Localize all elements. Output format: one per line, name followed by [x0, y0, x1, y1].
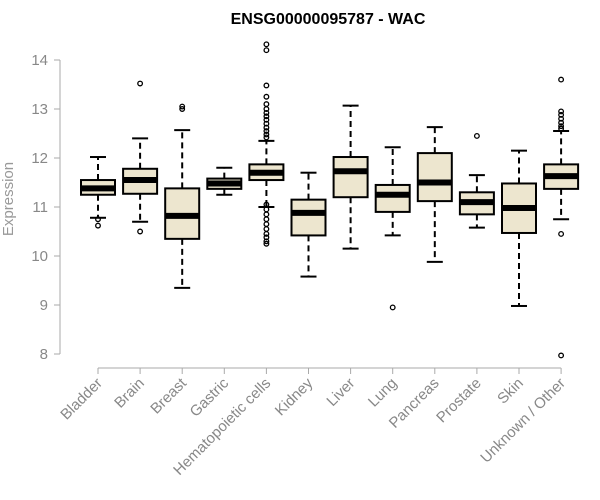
outlier-point [558, 230, 565, 237]
outlier-point [558, 76, 565, 83]
outlier-point [95, 222, 101, 229]
outlier-point [263, 134, 270, 141]
category-label: Skin [494, 375, 527, 408]
outlier-point [263, 120, 270, 127]
outlier-point [179, 106, 186, 112]
box-brain [122, 80, 159, 235]
outlier-point [263, 109, 270, 116]
y-axis-title: Expression [0, 162, 17, 236]
category-label: Kidney [272, 374, 317, 419]
outlier-point [263, 238, 270, 245]
outlier-point [558, 115, 565, 122]
outlier-point [95, 216, 101, 223]
category-label: Liver [323, 375, 358, 410]
y-tick-label: 10 [31, 248, 48, 265]
outlier-point [263, 211, 270, 218]
outlier-point [263, 116, 270, 123]
outlier-point [179, 103, 186, 110]
outlier-point [263, 226, 270, 232]
outlier-point [263, 113, 270, 120]
outlier-point [137, 80, 144, 87]
box-bladder [80, 156, 116, 229]
y-tick-label: 8 [40, 346, 48, 363]
box-kidney [290, 171, 327, 278]
iqr-box [332, 156, 369, 199]
outlier-point [137, 228, 144, 235]
iqr-box [416, 152, 453, 203]
box-skin [501, 149, 537, 307]
chart-title: ENSG00000095787 - WAC [231, 11, 426, 28]
outlier-point [558, 111, 565, 118]
outlier-point [558, 352, 565, 359]
box-hematopoietic-cells [248, 41, 285, 247]
outlier-point [263, 216, 270, 223]
outlier-point [263, 47, 270, 54]
outlier-point [263, 234, 270, 241]
y-tick-label: 13 [31, 101, 48, 118]
category-label: Brain [111, 375, 148, 412]
box-gastric [206, 166, 243, 196]
y-tick-label: 14 [31, 52, 48, 69]
outlier-point [473, 132, 480, 139]
outlier-point [263, 101, 270, 108]
category-label: Prostate [433, 375, 485, 427]
outlier-point [263, 131, 270, 138]
box-prostate [458, 132, 495, 229]
box-lung [374, 146, 411, 311]
iqr-box [290, 198, 327, 237]
outlier-point [263, 240, 270, 247]
outlier-point [263, 221, 270, 228]
outlier-point [558, 108, 565, 115]
y-tick-label: 12 [31, 150, 48, 167]
y-tick-label: 9 [40, 297, 48, 314]
category-label: Bladder [57, 375, 106, 424]
outlier-point [263, 201, 270, 208]
box-series [80, 41, 580, 359]
category-label: Lung [365, 375, 401, 411]
outlier-point [263, 82, 270, 89]
outlier-point [263, 93, 270, 100]
outlier-point [558, 125, 565, 132]
outlier-point [263, 41, 270, 48]
outlier-point [263, 124, 270, 131]
y-tick-label: 11 [32, 199, 48, 216]
category-label: Breast [147, 374, 190, 417]
outlier-point [558, 119, 565, 126]
box-breast [164, 103, 201, 289]
box-liver [332, 104, 369, 250]
iqr-box [374, 183, 411, 213]
y-axis: 8 9 10 11 12 13 14 [31, 52, 61, 363]
outlier-point [558, 123, 565, 130]
box-pancreas [416, 126, 453, 263]
box-unknown-other [543, 76, 580, 359]
outlier-point [389, 304, 396, 311]
outlier-point [263, 128, 270, 134]
